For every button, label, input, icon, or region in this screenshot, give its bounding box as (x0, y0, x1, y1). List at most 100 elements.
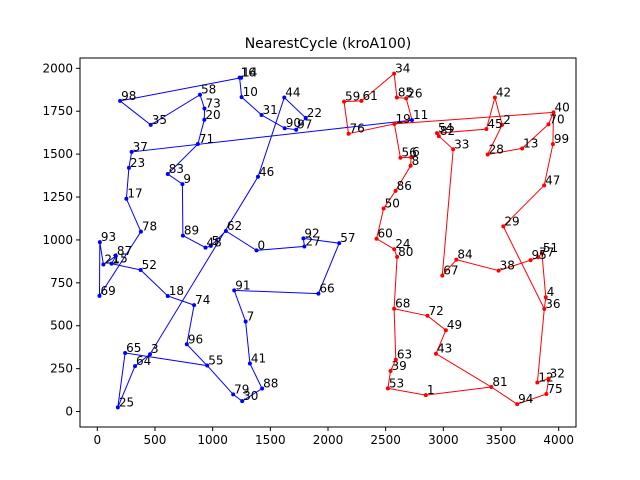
node-point-59 (342, 99, 347, 104)
node-label-49: 49 (447, 318, 462, 332)
node-point-66 (316, 291, 321, 296)
node-label-17: 17 (127, 187, 142, 201)
node-label-10: 10 (243, 85, 258, 99)
node-point-86 (393, 188, 398, 193)
node-point-39 (388, 369, 393, 374)
node-label-66: 66 (319, 282, 334, 296)
node-point-87 (113, 254, 118, 259)
node-label-84: 84 (457, 248, 472, 262)
node-label-38: 38 (500, 259, 515, 273)
node-label-19: 19 (395, 112, 410, 126)
node-point-92 (301, 236, 306, 241)
node-label-73: 73 (205, 96, 220, 110)
node-label-67: 67 (443, 264, 458, 278)
node-label-29: 29 (504, 214, 519, 228)
plot-area: 0123456789101112131415161718192021222324… (97, 62, 570, 410)
node-point-25 (115, 405, 120, 410)
node-label-13: 13 (523, 136, 538, 150)
x-tick-label: 4000 (543, 433, 574, 447)
node-label-4: 4 (547, 285, 555, 299)
node-label-48: 48 (206, 236, 221, 250)
node-label-79: 79 (234, 382, 249, 396)
node-point-60 (374, 236, 379, 241)
node-point-54 (435, 131, 440, 136)
node-label-54: 54 (438, 121, 453, 135)
node-point-75 (544, 392, 549, 397)
x-tick-label: 1500 (255, 433, 286, 447)
node-point-81 (489, 385, 494, 390)
chart-title: NearestCycle (kroA100) (245, 36, 412, 52)
node-label-42: 42 (496, 85, 511, 99)
node-point-15 (109, 261, 114, 266)
node-label-55: 55 (208, 354, 223, 368)
node-point-17 (124, 196, 129, 201)
node-point-11 (409, 118, 414, 123)
node-label-89: 89 (184, 224, 199, 238)
x-tick-label: 0 (93, 433, 101, 447)
node-point-32 (546, 376, 551, 381)
node-label-44: 44 (285, 85, 300, 99)
node-label-70: 70 (549, 112, 564, 126)
node-point-3 (148, 352, 153, 357)
node-point-34 (392, 71, 397, 76)
node-label-60: 60 (378, 227, 393, 241)
tour-line-4 (387, 308, 492, 396)
y-tick-label: 250 (50, 362, 73, 376)
node-point-40 (551, 110, 556, 115)
node-label-53: 53 (389, 376, 404, 390)
node-label-16: 16 (241, 66, 256, 80)
plot-frame (79, 57, 577, 428)
node-label-51: 51 (543, 241, 558, 255)
node-point-49 (443, 328, 448, 333)
node-label-57: 57 (340, 231, 355, 245)
node-point-41 (247, 361, 252, 366)
node-label-82: 82 (440, 124, 455, 138)
node-label-69: 69 (100, 284, 115, 298)
node-label-33: 33 (454, 137, 469, 151)
node-point-82 (436, 134, 441, 139)
node-point-12 (535, 380, 540, 385)
node-point-7 (243, 319, 248, 324)
node-label-95: 95 (532, 248, 547, 262)
node-label-99: 99 (554, 132, 569, 146)
x-tick-label: 2000 (313, 433, 344, 447)
node-label-47: 47 (545, 173, 560, 187)
node-point-23 (126, 165, 131, 170)
y-tick-label: 500 (50, 319, 73, 333)
node-point-18 (165, 294, 170, 299)
node-point-63 (393, 357, 398, 362)
node-label-3: 3 (151, 342, 159, 356)
node-label-41: 41 (251, 351, 266, 365)
node-label-30: 30 (243, 389, 258, 403)
node-label-56: 56 (401, 146, 416, 160)
node-label-43: 43 (437, 342, 452, 356)
node-point-1 (423, 393, 428, 398)
node-label-91: 91 (235, 278, 250, 292)
node-point-6 (409, 155, 414, 160)
node-label-39: 39 (392, 359, 407, 373)
x-tick-label: 500 (144, 433, 167, 447)
node-point-97 (294, 127, 299, 132)
node-label-6: 6 (412, 145, 420, 159)
node-label-59: 59 (345, 90, 360, 104)
node-label-9: 9 (183, 172, 191, 186)
node-point-73 (202, 106, 207, 111)
node-point-35 (148, 122, 153, 127)
node-label-80: 80 (398, 245, 413, 259)
node-label-36: 36 (545, 297, 560, 311)
node-point-70 (546, 122, 551, 127)
node-point-16 (237, 75, 242, 80)
node-label-2: 2 (503, 113, 511, 127)
node-point-99 (550, 142, 555, 147)
node-label-94: 94 (518, 392, 533, 406)
node-label-34: 34 (395, 62, 410, 76)
node-point-74 (192, 303, 197, 308)
node-point-96 (184, 342, 189, 347)
node-label-23: 23 (130, 156, 145, 170)
node-point-62 (223, 229, 228, 234)
node-point-37 (129, 149, 134, 154)
node-point-20 (202, 117, 207, 122)
y-tick-label: 0 (65, 405, 73, 419)
node-point-44 (282, 95, 287, 100)
